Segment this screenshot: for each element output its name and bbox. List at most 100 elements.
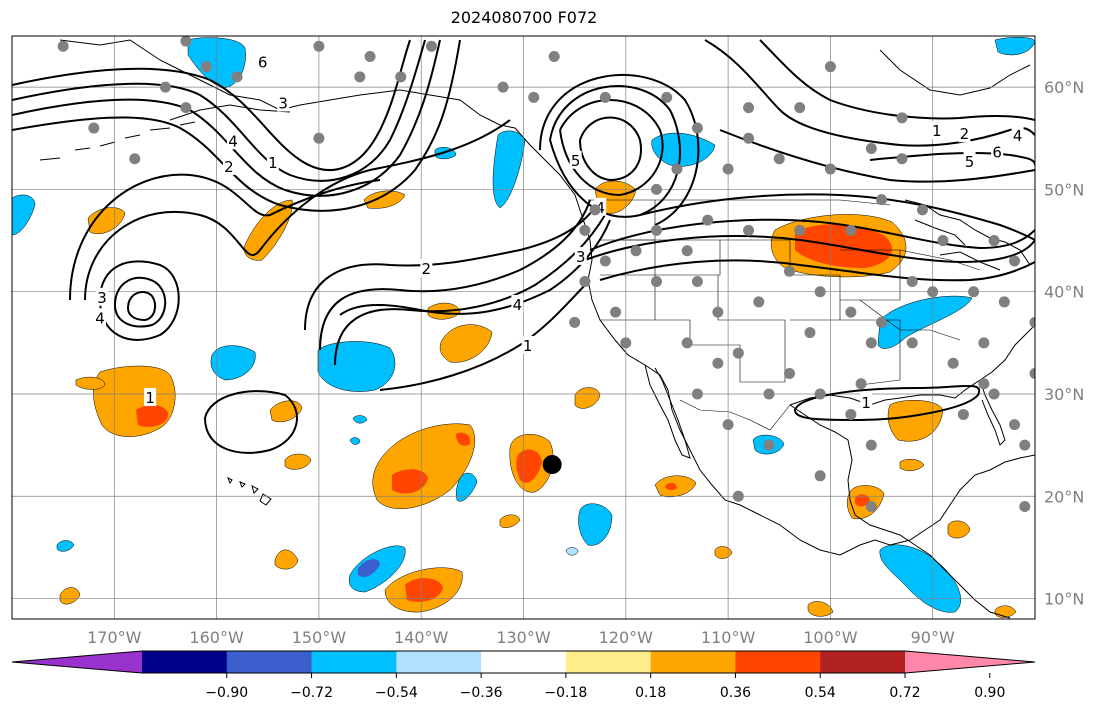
station-dot — [354, 71, 366, 83]
station-dot — [691, 275, 703, 287]
colorbar-tick-label: 0.54 — [805, 685, 836, 701]
station-dot — [569, 316, 581, 328]
station-dot — [968, 286, 980, 298]
latitude-label: 30°N — [1044, 385, 1084, 404]
longitude-label: 110°W — [701, 628, 756, 647]
station-dot — [937, 235, 949, 247]
colorbar-segment — [396, 651, 482, 673]
station-dot — [425, 40, 437, 52]
station-dot — [947, 357, 959, 369]
station-dot — [599, 91, 611, 103]
station-dot — [988, 388, 1000, 400]
colorbar-tick-label: 0.72 — [889, 685, 920, 701]
longitude-label: 140°W — [394, 628, 449, 647]
station-dot — [589, 204, 601, 216]
station-dot — [691, 388, 703, 400]
contour-label-bg — [226, 131, 239, 150]
station-dot — [804, 327, 816, 339]
longitude-label: 130°W — [496, 628, 551, 647]
station-dot — [313, 40, 325, 52]
station-dot — [528, 91, 540, 103]
contour-label: 1 — [145, 389, 155, 407]
latitude-label: 20°N — [1044, 487, 1084, 506]
colorbar-tick-label: −0.90 — [205, 685, 248, 701]
station-dot — [364, 50, 376, 62]
colorbar-tick-label: −0.36 — [460, 685, 503, 701]
colorbar-tick-label: −0.54 — [375, 685, 418, 701]
contour-label-bg — [958, 124, 971, 143]
station-dot — [610, 306, 622, 318]
station-dot — [129, 153, 141, 165]
station-dot — [794, 224, 806, 236]
colorbar-segment — [650, 651, 736, 673]
station-dot — [814, 286, 826, 298]
latitude-label: 60°N — [1044, 78, 1084, 97]
station-dot — [1009, 419, 1021, 431]
station-dot — [865, 439, 877, 451]
station-dot — [896, 112, 908, 124]
contour-label-bg — [569, 150, 582, 169]
contour-label: 6 — [258, 54, 268, 72]
station-dot — [824, 61, 836, 73]
station-dot — [722, 163, 734, 175]
station-dot — [845, 306, 857, 318]
contour-label-bg — [963, 151, 976, 170]
contour-label-bg — [222, 156, 235, 175]
station-dot — [650, 183, 662, 195]
station-dot — [763, 388, 775, 400]
station-dot — [763, 439, 775, 451]
contour-label: 3 — [278, 94, 288, 112]
station-dot — [57, 40, 69, 52]
colorbar-segment — [565, 651, 652, 673]
station-dot — [957, 408, 969, 420]
station-dot — [1019, 439, 1031, 451]
contour-label-bg — [266, 152, 279, 171]
contour-label: 4 — [228, 132, 238, 150]
station-dot — [855, 378, 867, 390]
station-dot — [998, 296, 1010, 308]
colorbar-tick-label: −0.72 — [290, 685, 333, 701]
contour-label-bg — [521, 335, 534, 354]
station-dot — [712, 357, 724, 369]
station-dot — [1029, 316, 1035, 328]
latitude-label: 10°N — [1044, 590, 1084, 609]
location-marker — [542, 455, 562, 475]
colorbar-segment — [142, 651, 228, 673]
station-dot — [671, 163, 683, 175]
station-dot — [876, 316, 888, 328]
station-dot — [783, 265, 795, 277]
longitude-label: 170°W — [87, 628, 142, 647]
station-dot — [579, 275, 591, 287]
station-dot — [753, 296, 765, 308]
colorbar-segment — [481, 651, 567, 673]
contour-label: 4 — [95, 309, 105, 327]
station-dot — [783, 368, 795, 380]
station-dot — [599, 255, 611, 267]
station-dot — [159, 81, 171, 93]
colorbar-segment — [311, 651, 397, 673]
station-dot — [865, 500, 877, 512]
station-dot — [395, 71, 407, 83]
station-dot — [1029, 368, 1035, 380]
colorbar-segment — [226, 651, 313, 673]
station-dot — [978, 378, 990, 390]
station-dot — [650, 275, 662, 287]
colorbar — [11, 650, 1036, 674]
contour-label: 2 — [422, 260, 432, 278]
station-dot — [88, 122, 100, 134]
station-dot — [743, 132, 755, 144]
contour-label-bg — [144, 388, 157, 407]
station-dot — [180, 36, 192, 47]
station-dot — [548, 50, 560, 62]
longitude-label: 160°W — [189, 628, 244, 647]
station-dot — [732, 347, 744, 359]
station-dot — [927, 286, 939, 298]
contour-label: 4 — [595, 199, 605, 217]
station-dot — [579, 224, 591, 236]
contour-label: 1 — [932, 122, 942, 140]
contour-label: 6 — [992, 144, 1002, 162]
station-dot — [712, 306, 724, 318]
